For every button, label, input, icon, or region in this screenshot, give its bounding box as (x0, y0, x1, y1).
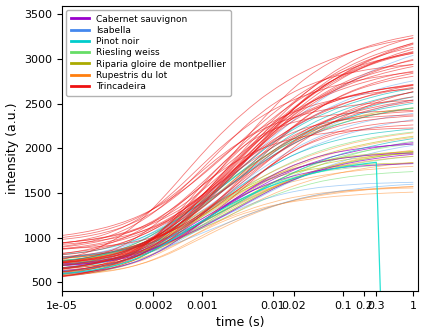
X-axis label: time (s): time (s) (216, 317, 265, 329)
Y-axis label: intensity (a.u.): intensity (a.u.) (6, 103, 19, 194)
Legend: Cabernet sauvignon, Isabella, Pinot noir, Riesling weiss, Riparia gloire de mont: Cabernet sauvignon, Isabella, Pinot noir… (67, 10, 231, 95)
